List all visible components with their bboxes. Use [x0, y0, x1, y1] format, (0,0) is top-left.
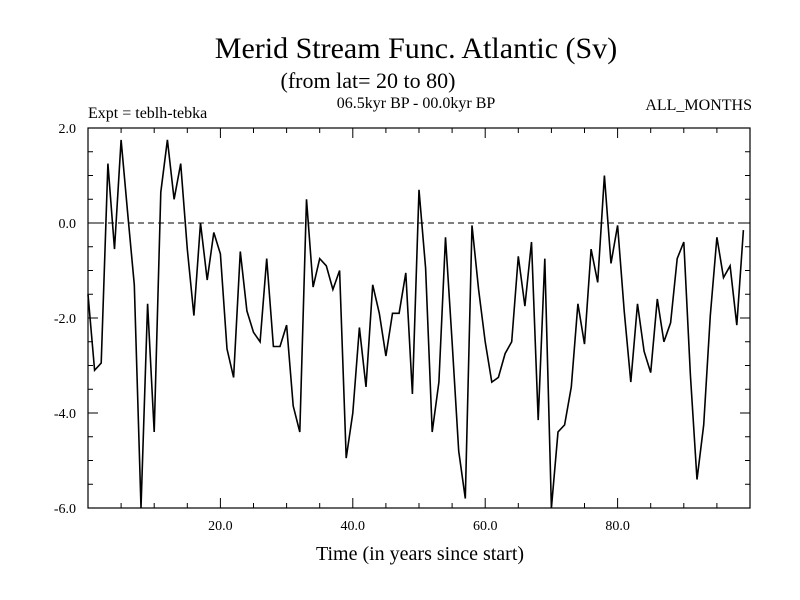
x-tick-label: 40.0: [341, 519, 366, 534]
x-axis-labels: 20.0 40.0 60.0 80.0: [208, 519, 630, 534]
period-label: 06.5kyr BP - 00.0kyr BP: [337, 95, 496, 112]
experiment-label: Expt = teblh-tebka: [88, 105, 207, 122]
y-tick-label: -6.0: [54, 502, 76, 517]
x-tick-label: 20.0: [208, 519, 233, 534]
y-axis-labels: 2.0 0.0 -2.0 -4.0 -6.0: [54, 122, 76, 517]
x-tick-label: 60.0: [473, 519, 498, 534]
plot-frame: [87, 127, 751, 509]
y-tick-label: 0.0: [59, 217, 77, 232]
axis-ticks: [88, 127, 750, 509]
chart-subtitle: (from lat= 20 to 80): [281, 68, 456, 93]
y-tick-label: -2.0: [54, 312, 76, 327]
chart-title: Merid Stream Func. Atlantic (Sv): [215, 32, 617, 65]
months-label: ALL_MONTHS: [645, 97, 752, 114]
x-tick-label: 80.0: [605, 519, 630, 534]
y-tick-label: 2.0: [59, 122, 77, 137]
x-axis-title: Time (in years since start): [316, 543, 524, 565]
data-series-line: [87, 139, 745, 509]
y-tick-label: -4.0: [54, 407, 76, 422]
